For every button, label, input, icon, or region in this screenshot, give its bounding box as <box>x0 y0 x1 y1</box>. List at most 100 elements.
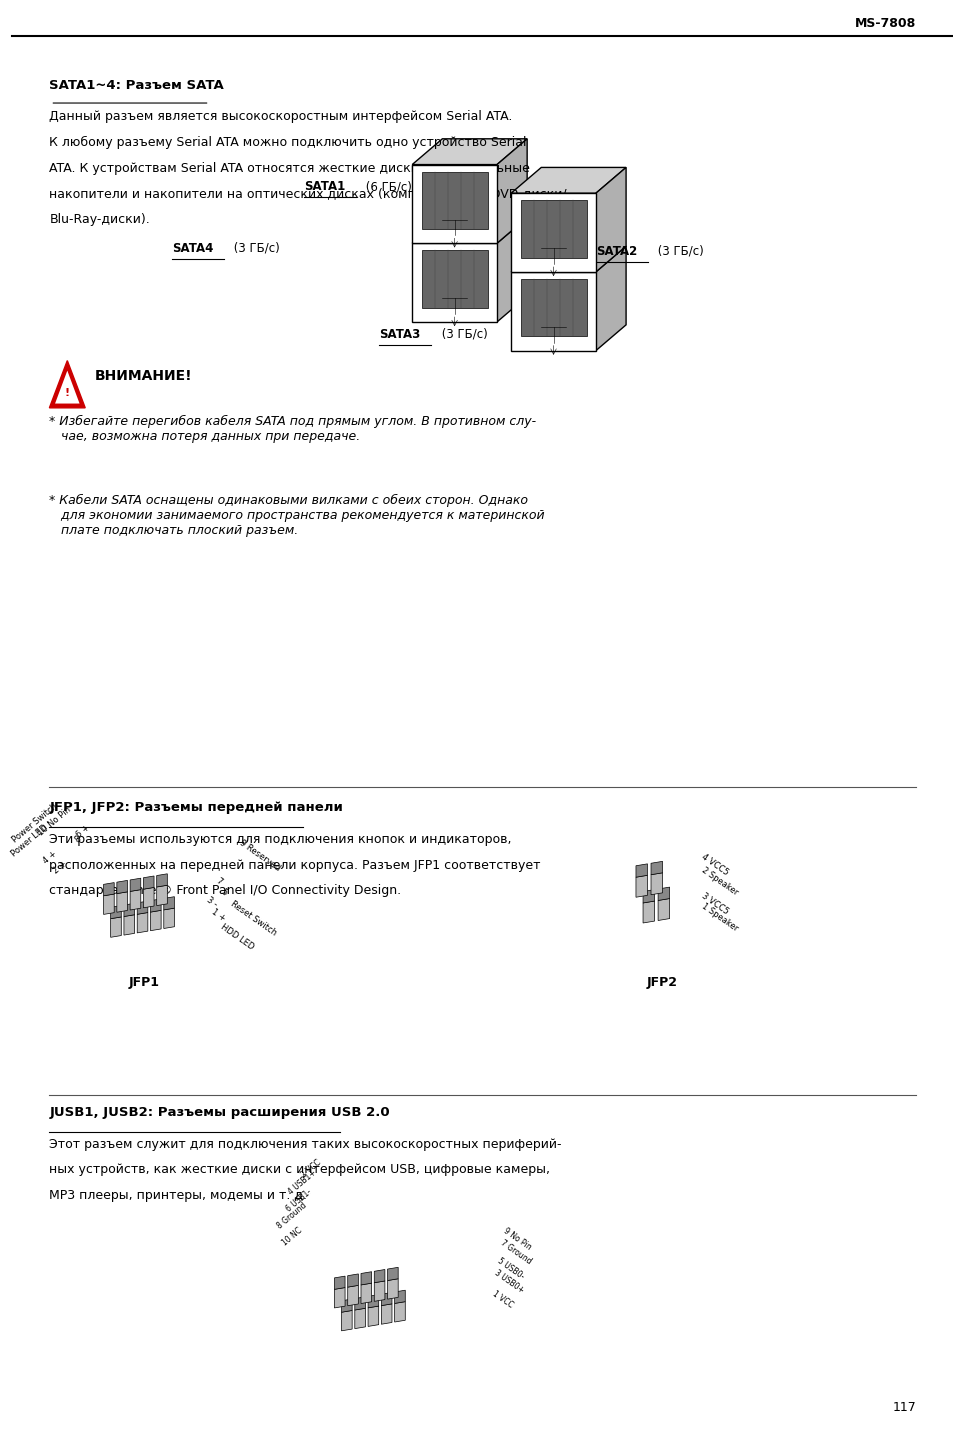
Polygon shape <box>387 1279 397 1299</box>
Text: HDD LED: HDD LED <box>219 922 255 952</box>
Polygon shape <box>511 272 596 351</box>
Polygon shape <box>360 1272 372 1285</box>
Text: накопители и накопители на оптических дисках (компакт-диски/ DVD-диски/: накопители и накопители на оптических ди… <box>50 187 566 200</box>
Polygon shape <box>335 1276 345 1289</box>
Polygon shape <box>111 917 121 937</box>
Text: SATA1~4: Разъем SATA: SATA1~4: Разъем SATA <box>50 79 224 92</box>
Polygon shape <box>421 172 487 229</box>
Text: 2 +: 2 + <box>51 860 69 876</box>
Text: (6 ГБ/с): (6 ГБ/с) <box>362 180 412 193</box>
Text: 6 +: 6 + <box>74 824 91 840</box>
Polygon shape <box>642 902 654 923</box>
Polygon shape <box>124 903 134 916</box>
Text: 5 USB0-: 5 USB0- <box>496 1256 525 1281</box>
Text: Power LED: Power LED <box>10 823 50 859</box>
Text: 8: 8 <box>72 834 82 844</box>
Polygon shape <box>137 902 148 914</box>
Polygon shape <box>347 1285 358 1305</box>
Polygon shape <box>650 861 661 874</box>
Polygon shape <box>596 167 625 272</box>
Polygon shape <box>374 1281 384 1301</box>
Text: ATA. К устройствам Serial ATA относятся жесткие диски, твердотельные: ATA. К устройствам Serial ATA относятся … <box>50 162 530 175</box>
Polygon shape <box>636 876 647 897</box>
Text: (3 ГБ/с): (3 ГБ/с) <box>230 242 280 255</box>
Text: 3 -: 3 - <box>205 894 219 909</box>
Polygon shape <box>130 879 141 892</box>
Text: 2 VCC: 2 VCC <box>299 1158 322 1179</box>
Polygon shape <box>412 165 497 243</box>
Polygon shape <box>143 887 153 907</box>
Polygon shape <box>335 1288 345 1308</box>
Text: К любому разъему Serial ATA можно подключить одно устройство Serial: К любому разъему Serial ATA можно подклю… <box>50 136 526 149</box>
Text: 7: 7 <box>214 877 224 887</box>
Polygon shape <box>596 246 625 351</box>
Polygon shape <box>111 906 121 919</box>
Polygon shape <box>374 1269 384 1282</box>
Text: Этот разъем служит для подключения таких высокоскоростных периферий-: Этот разъем служит для подключения таких… <box>50 1138 561 1151</box>
Text: 1 Speaker: 1 Speaker <box>699 902 739 933</box>
Text: ных устройств, как жесткие диски с интерфейсом USB, цифровые камеры,: ных устройств, как жесткие диски с интер… <box>50 1163 550 1176</box>
Text: SATA4: SATA4 <box>172 242 213 255</box>
Text: 4 USB1+: 4 USB1+ <box>286 1168 317 1196</box>
Polygon shape <box>116 880 128 893</box>
Polygon shape <box>137 913 148 933</box>
Polygon shape <box>104 883 114 896</box>
Polygon shape <box>636 864 647 877</box>
Polygon shape <box>50 361 85 408</box>
Text: ВНИМАНИЕ!: ВНИМАНИЕ! <box>94 369 193 384</box>
Text: 1 VCC: 1 VCC <box>490 1289 514 1309</box>
Text: 7 Ground: 7 Ground <box>498 1239 533 1266</box>
Text: !: ! <box>65 388 70 398</box>
Polygon shape <box>658 887 669 900</box>
Polygon shape <box>368 1307 378 1327</box>
Polygon shape <box>497 218 527 322</box>
Polygon shape <box>658 899 669 920</box>
Polygon shape <box>381 1304 392 1324</box>
Polygon shape <box>116 892 128 912</box>
Text: 117: 117 <box>892 1401 915 1414</box>
Text: Эти разъемы используются для подключения кнопок и индикаторов,: Эти разъемы используются для подключения… <box>50 833 512 846</box>
Text: MS-7808: MS-7808 <box>854 17 915 30</box>
Text: SATA3: SATA3 <box>378 328 420 341</box>
Polygon shape <box>104 894 114 914</box>
Text: 1 +: 1 + <box>210 907 227 923</box>
Polygon shape <box>387 1268 397 1281</box>
Text: Power Switch: Power Switch <box>10 801 59 844</box>
Text: Blu-Ray-диски).: Blu-Ray-диски). <box>50 213 150 226</box>
Text: 2 Speaker: 2 Speaker <box>699 866 739 897</box>
Text: Reset Switch: Reset Switch <box>228 899 277 937</box>
Polygon shape <box>642 890 654 903</box>
Text: 3 USB0+: 3 USB0+ <box>493 1268 526 1295</box>
Text: JFP1, JFP2: Разъемы передней панели: JFP1, JFP2: Разъемы передней панели <box>50 801 343 814</box>
Polygon shape <box>143 876 153 889</box>
Polygon shape <box>156 874 167 887</box>
Text: 3 VCC5: 3 VCC5 <box>699 892 729 916</box>
Text: JFP2: JFP2 <box>646 976 677 989</box>
Polygon shape <box>124 914 134 934</box>
Polygon shape <box>511 246 625 272</box>
Polygon shape <box>355 1308 365 1328</box>
Text: * Избегайте перегибов кабеля SATA под прямым углом. В противном слу-
   чае, воз: * Избегайте перегибов кабеля SATA под пр… <box>50 415 536 444</box>
Polygon shape <box>360 1284 372 1304</box>
Polygon shape <box>497 139 527 243</box>
Text: 5: 5 <box>219 887 228 897</box>
Polygon shape <box>130 890 141 910</box>
Polygon shape <box>164 909 174 929</box>
Polygon shape <box>511 193 596 272</box>
Text: (3 ГБ/с): (3 ГБ/с) <box>437 328 487 341</box>
Polygon shape <box>520 200 586 258</box>
Polygon shape <box>164 897 174 910</box>
Polygon shape <box>395 1302 405 1322</box>
Polygon shape <box>520 279 586 336</box>
Polygon shape <box>412 218 527 243</box>
Text: 6 USB1-: 6 USB1- <box>284 1188 313 1213</box>
Polygon shape <box>381 1292 392 1305</box>
Text: JFP1: JFP1 <box>128 976 159 989</box>
Text: 9 Reserved: 9 Reserved <box>237 839 281 873</box>
Polygon shape <box>55 371 79 404</box>
Text: 4 +: 4 + <box>42 850 59 866</box>
Text: SATA1: SATA1 <box>303 180 345 193</box>
Text: 8 Ground: 8 Ground <box>275 1201 308 1231</box>
Text: стандартам Intel® Front Panel I/O Connectivity Design.: стандартам Intel® Front Panel I/O Connec… <box>50 884 401 897</box>
Polygon shape <box>412 139 527 165</box>
